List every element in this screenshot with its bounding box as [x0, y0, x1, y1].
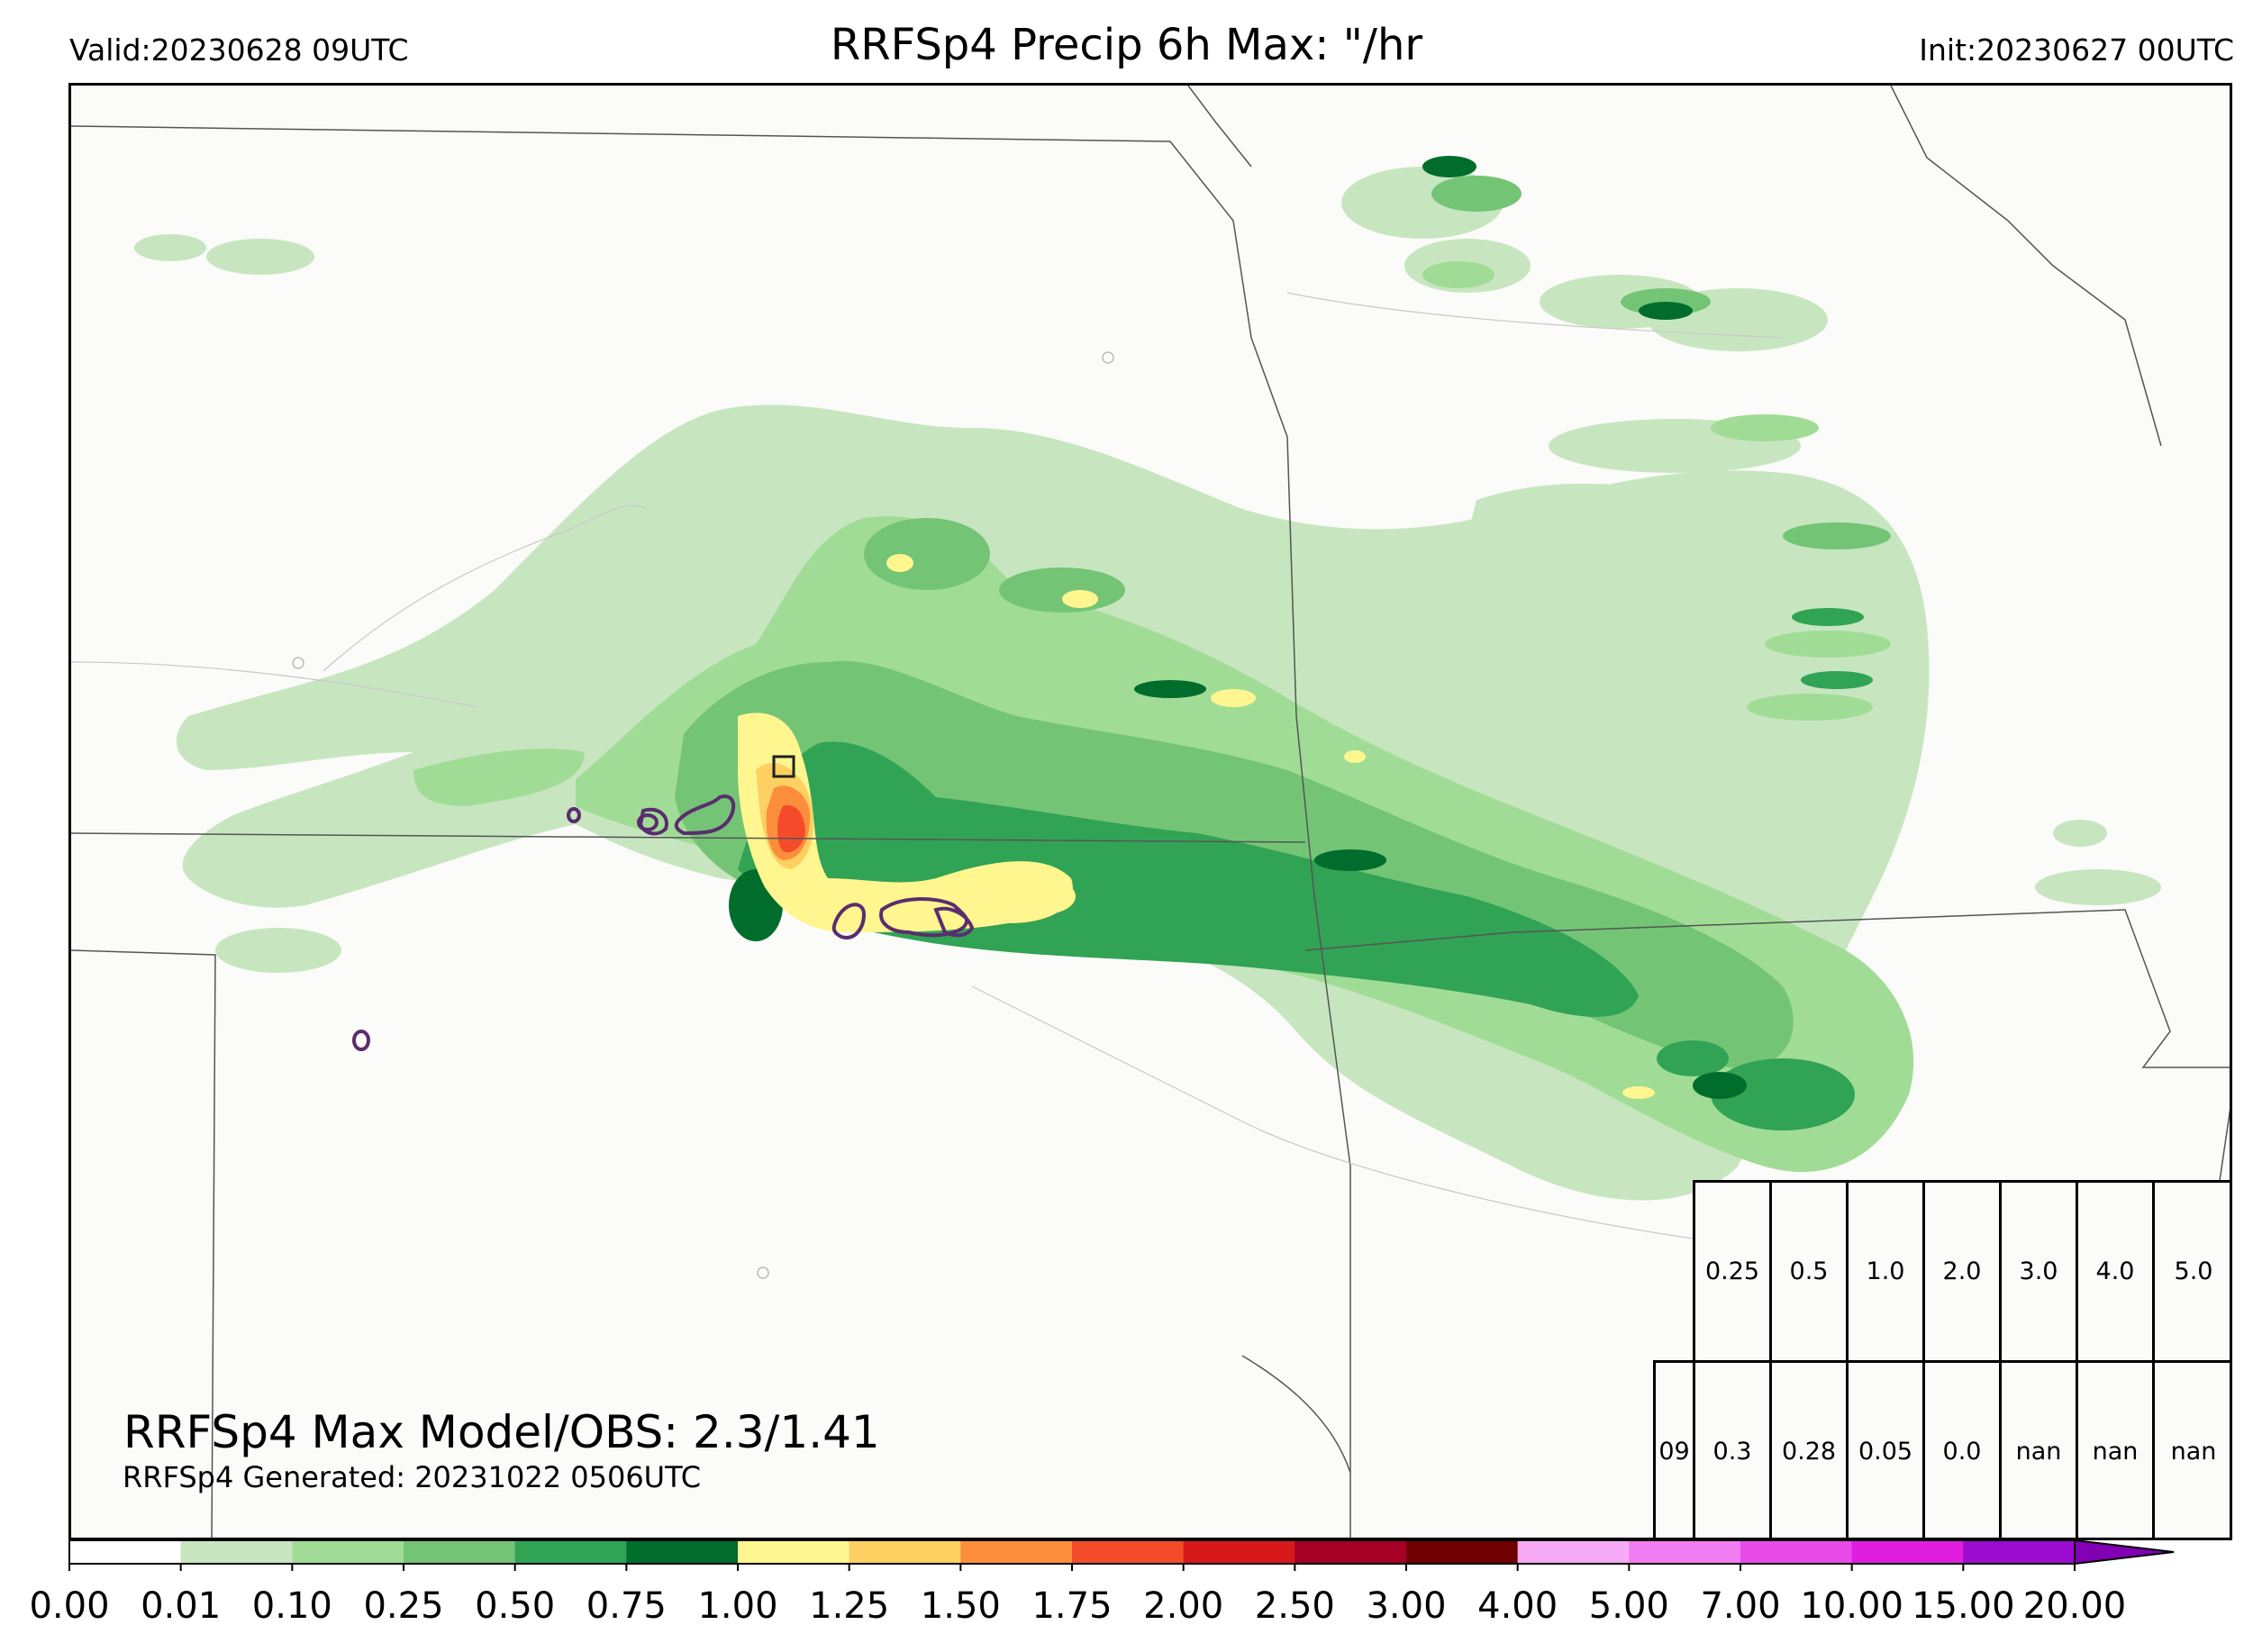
colorbar-swatch	[292, 1540, 404, 1564]
colorbar-tick-label: 0.75	[586, 1585, 667, 1627]
colorbar-tick-label: 10.00	[1800, 1585, 1903, 1627]
colorbar-swatch	[738, 1540, 850, 1564]
colorbar-tick-label: 0.10	[251, 1585, 332, 1627]
colorbar-tick-label: 0.00	[29, 1585, 110, 1627]
colorbar-swatch	[626, 1540, 739, 1564]
max-location-marker	[772, 755, 795, 778]
lake-markers	[292, 351, 1114, 1279]
colorbar	[68, 1539, 2175, 1571]
value-cell: 09	[1653, 1360, 1695, 1538]
init-time-label: Init:20230627 00UTC	[1919, 32, 2234, 68]
colorbar-swatch	[1963, 1540, 2076, 1564]
colorbar-swatch	[514, 1540, 627, 1564]
colorbar-tick-label: 1.25	[809, 1585, 890, 1627]
precip-field-0.50	[738, 608, 1873, 1130]
threshold-cell: 5.0	[2152, 1180, 2230, 1363]
colorbar-swatch	[180, 1540, 293, 1564]
threshold-cell: 0.25	[1693, 1180, 1772, 1363]
colorbar-tick-label: 5.00	[1588, 1585, 1669, 1627]
map-title: RRFSp4 Precip 6h Max: "/hr	[830, 20, 1423, 70]
valid-time-label: Valid:20230628 09UTC	[69, 32, 409, 68]
colorbar-swatch	[1851, 1540, 1964, 1564]
colorbar-swatch	[1406, 1540, 1519, 1564]
colorbar-swatch	[1517, 1540, 1630, 1564]
value-cell: nan	[2076, 1360, 2155, 1538]
colorbar-swatch	[960, 1540, 1073, 1564]
precip-field-heavy	[738, 554, 1655, 1099]
colorbar-swatch	[1072, 1540, 1185, 1564]
colorbar-swatch	[1740, 1540, 1853, 1564]
value-cell: 0.05	[1846, 1360, 1925, 1538]
map-panel: RRFSp4 Max Model/OBS: 2.3/1.41 RRFSp4 Ge…	[68, 83, 2232, 1540]
value-cell: 0.0	[1922, 1360, 2002, 1538]
colorbar-swatch	[849, 1540, 961, 1564]
colorbar-tick-label: 0.01	[141, 1585, 222, 1627]
colorbar-tick-label: 20.00	[2022, 1585, 2127, 1627]
colorbar-swatch	[69, 1540, 182, 1564]
value-cell: nan	[2152, 1360, 2230, 1538]
obs-contours	[352, 794, 975, 1051]
colorbar-tick-label: 1.00	[697, 1585, 778, 1627]
value-cell: 0.3	[1693, 1360, 1772, 1538]
threshold-cell: 3.0	[1999, 1180, 2078, 1363]
value-cell: 0.28	[1769, 1360, 1849, 1538]
colorbar-tick-label: 0.25	[363, 1585, 444, 1627]
rivers	[71, 292, 1784, 1239]
colorbar-swatch	[1295, 1540, 1407, 1564]
colorbar-tick-label: 1.50	[920, 1585, 1001, 1627]
generated-label: RRFSp4 Generated: 20231022 0506UTC	[123, 1460, 702, 1494]
colorbar-extend-arrow	[2074, 1539, 2175, 1566]
threshold-cell: 2.0	[1922, 1180, 2002, 1363]
colorbar-tick-label: 3.00	[1366, 1585, 1447, 1627]
precip-map	[71, 86, 2230, 1538]
colorbar-tick-label: 0.50	[475, 1585, 556, 1627]
colorbar-swatch	[1183, 1540, 1295, 1564]
colorbar-tick-label: 2.50	[1254, 1585, 1335, 1627]
colorbar-swatch	[1629, 1540, 1741, 1564]
colorbar-tick-label: 7.00	[1700, 1585, 1781, 1627]
colorbar-tick-label: 15.00	[1912, 1585, 2015, 1627]
colorbar-tick-label: 2.00	[1143, 1585, 1224, 1627]
threshold-cell: 4.0	[2076, 1180, 2155, 1363]
value-cell: nan	[1999, 1360, 2078, 1538]
colorbar-swatch	[404, 1540, 516, 1564]
threshold-cell: 0.5	[1769, 1180, 1849, 1363]
colorbar-tick-label: 4.00	[1477, 1585, 1558, 1627]
threshold-cell: 1.0	[1846, 1180, 1925, 1363]
max-model-obs-label: RRFSp4 Max Model/OBS: 2.3/1.41	[123, 1406, 880, 1458]
colorbar-tick-label: 1.75	[1031, 1585, 1113, 1627]
